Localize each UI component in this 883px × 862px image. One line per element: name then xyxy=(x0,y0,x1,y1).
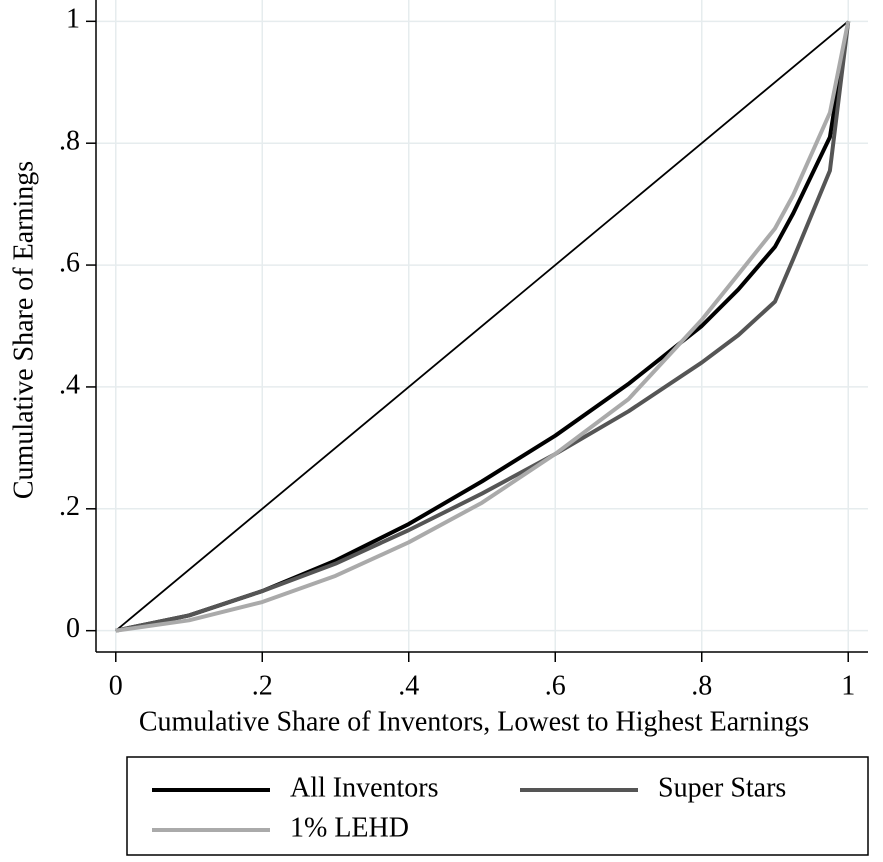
y-tick-label: 0 xyxy=(66,613,80,644)
y-tick-label: .2 xyxy=(59,491,80,522)
reference-line xyxy=(115,20,849,632)
x-tick-label: .6 xyxy=(545,670,566,701)
y-axis-title: Cumulative Share of Earnings xyxy=(8,161,39,499)
legend-box xyxy=(126,756,869,856)
y-tick-label: .6 xyxy=(59,247,80,278)
x-tick-label: 1 xyxy=(841,670,855,701)
legend-label: Super Stars xyxy=(658,772,786,803)
x-tick-label: .2 xyxy=(252,670,273,701)
y-tick-label: .8 xyxy=(59,126,80,157)
x-tick-label: .4 xyxy=(398,670,419,701)
x-tick-label: 0 xyxy=(109,670,123,701)
y-tick-label: .4 xyxy=(59,369,80,400)
series-line xyxy=(115,20,851,633)
series-line xyxy=(115,21,851,633)
legend-label: 1% LEHD xyxy=(290,812,409,843)
x-tick-label: .8 xyxy=(691,670,712,701)
y-tick-label: 1 xyxy=(66,4,80,35)
x-axis-title: Cumulative Share of Inventors, Lowest to… xyxy=(139,706,809,737)
legend-label: All Inventors xyxy=(290,772,439,803)
